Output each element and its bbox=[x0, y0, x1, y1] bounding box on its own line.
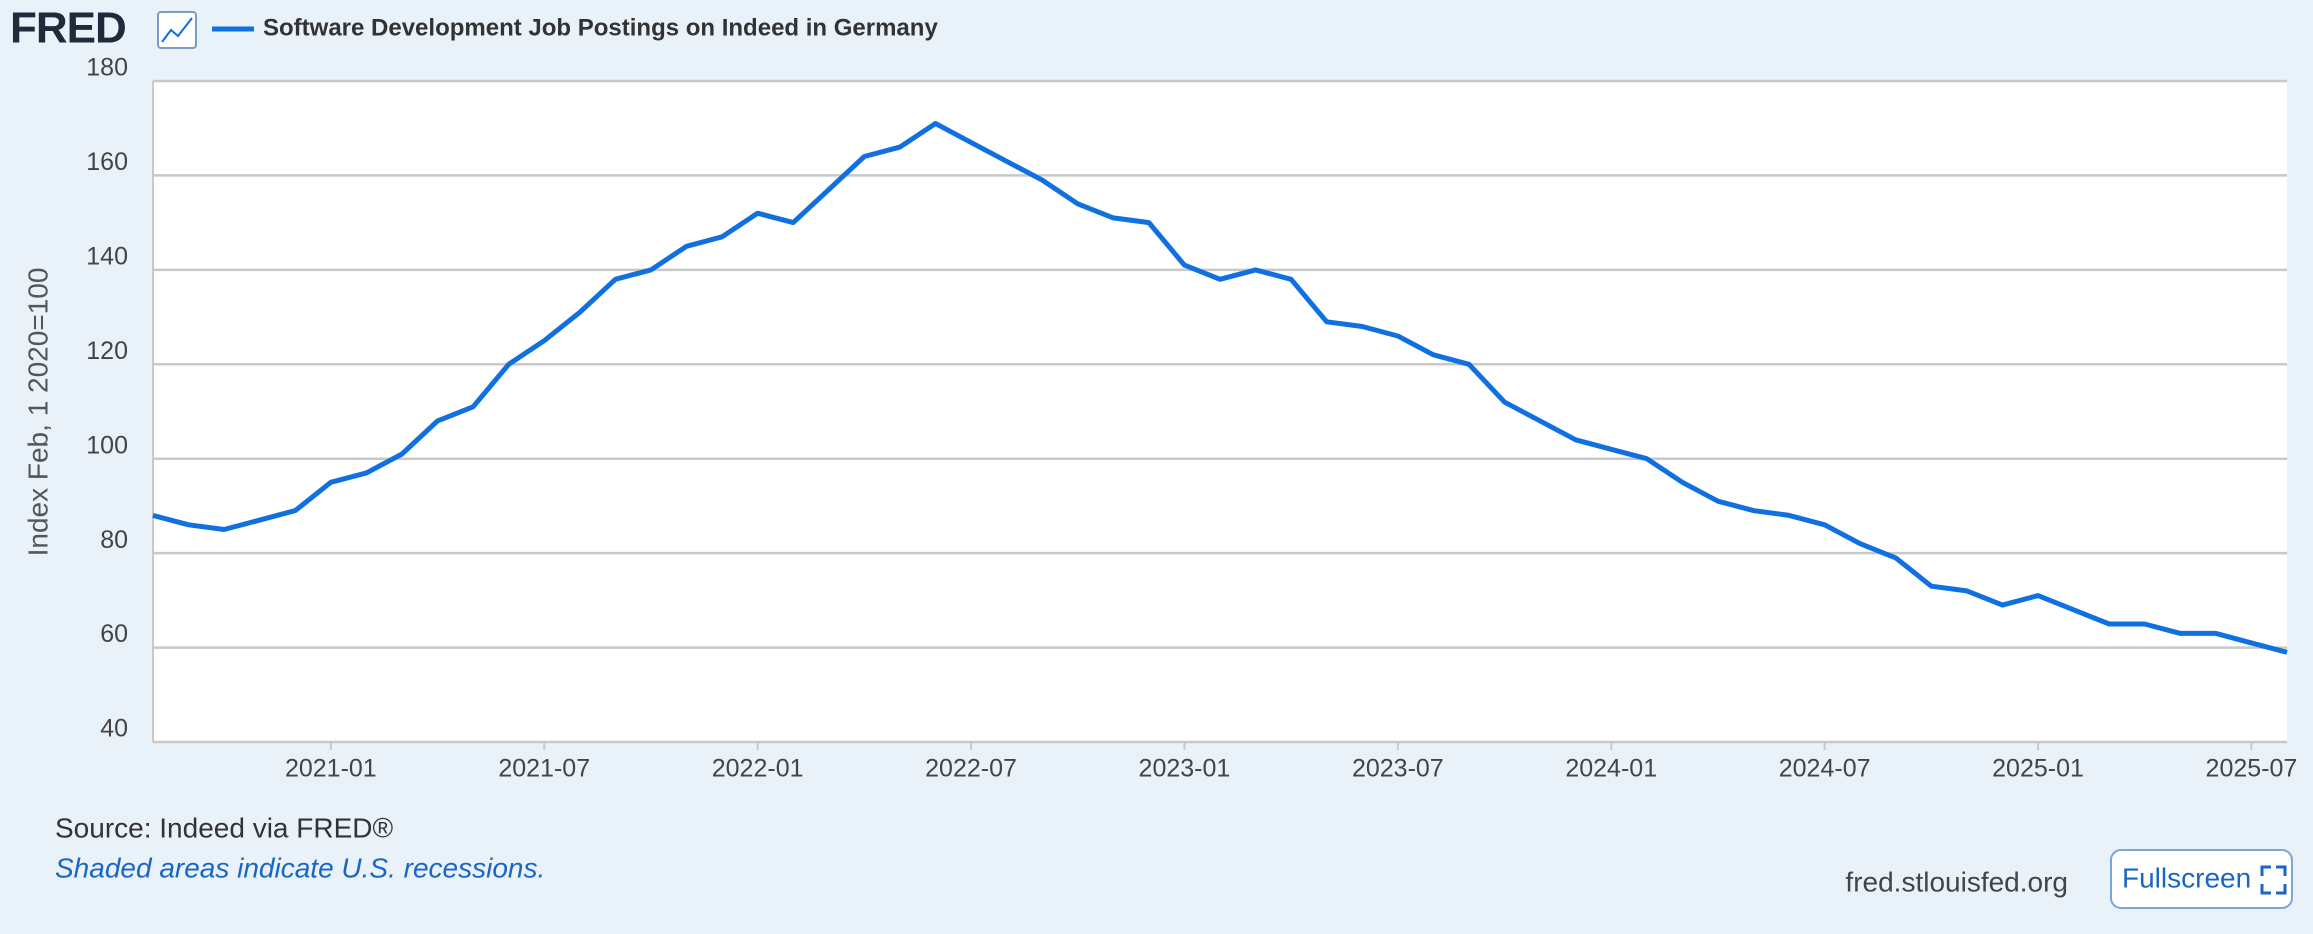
plot-area bbox=[153, 81, 2287, 742]
button-box[interactable] bbox=[2110, 849, 2293, 909]
y-axis-label: Index Feb, 1 2020=100 bbox=[22, 268, 53, 557]
chart-icon-line bbox=[161, 17, 193, 43]
y-tick-label: 120 bbox=[86, 337, 128, 365]
x-tick-label: 2025-01 bbox=[1992, 755, 2084, 783]
x-tick-label: 2024-01 bbox=[1565, 755, 1657, 783]
fullscreen-icon[interactable] bbox=[2260, 865, 2287, 895]
x-tick-label: 2024-07 bbox=[1779, 755, 1871, 783]
y-tick-label: 160 bbox=[86, 148, 128, 176]
y-tick-label: 140 bbox=[86, 242, 128, 270]
x-tick-label: 2021-01 bbox=[285, 755, 377, 783]
fullscreen-button[interactable]: Fullscreen bbox=[2110, 849, 2293, 909]
legend-label: Software Development Job Postings on Ind… bbox=[263, 14, 938, 41]
button-label[interactable]: Fullscreen bbox=[2122, 862, 2251, 893]
x-tick-label: 2023-07 bbox=[1352, 755, 1444, 783]
source: Source: Indeed via FRED® bbox=[55, 812, 393, 843]
recession-note: Shaded areas indicate U.S. recessions. bbox=[55, 852, 545, 883]
x-tick-label: 2021-07 bbox=[498, 755, 590, 783]
site-url: fred.stlouisfed.org bbox=[1845, 866, 2068, 897]
x-tick-label: 2023-01 bbox=[1139, 755, 1231, 783]
x-tick-label: 2022-07 bbox=[925, 755, 1017, 783]
y-tick-label: 40 bbox=[100, 715, 128, 743]
y-tick-label: 180 bbox=[86, 54, 128, 82]
y-tick-label: 100 bbox=[86, 431, 128, 459]
y-tick-label: 80 bbox=[100, 526, 128, 554]
series-line bbox=[152, 121, 2288, 655]
x-tick-label: 2022-01 bbox=[712, 755, 804, 783]
x-tick-label: 2025-07 bbox=[2206, 755, 2298, 783]
y-tick-label: 60 bbox=[100, 620, 128, 648]
chart-icon bbox=[157, 11, 197, 49]
brand-logo: FRED bbox=[10, 4, 126, 53]
